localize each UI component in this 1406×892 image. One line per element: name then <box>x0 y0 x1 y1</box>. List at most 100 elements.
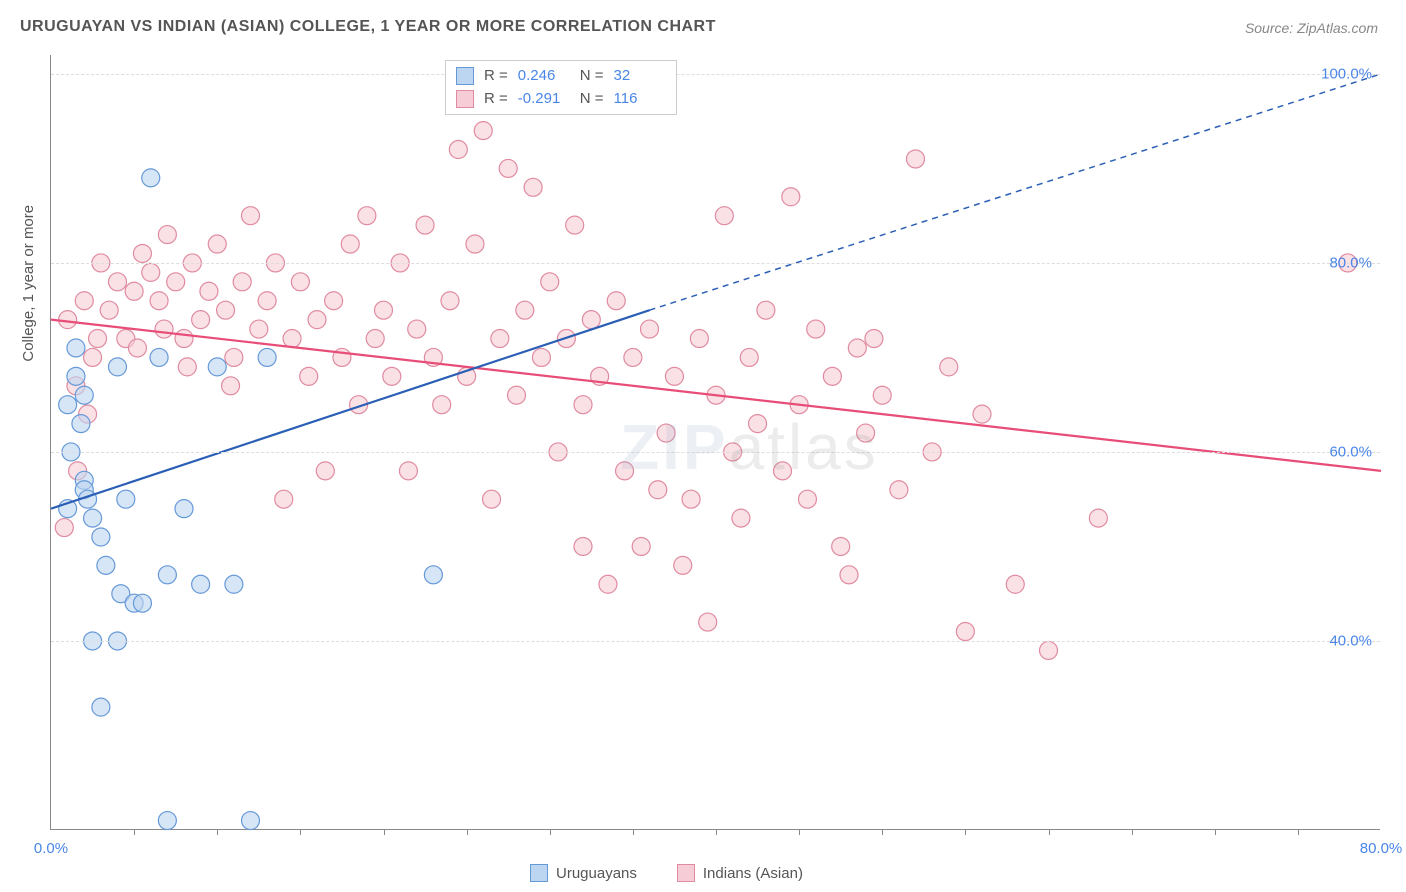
gridline-h <box>51 641 1380 642</box>
data-point <box>449 141 467 159</box>
data-point <box>283 330 301 348</box>
data-point <box>408 320 426 338</box>
data-point <box>1006 575 1024 593</box>
chart-title: URUGUAYAN VS INDIAN (ASIAN) COLLEGE, 1 Y… <box>20 18 716 36</box>
data-point <box>732 509 750 527</box>
data-point <box>55 519 73 537</box>
data-point <box>665 367 683 385</box>
data-point <box>167 273 185 291</box>
data-point <box>200 282 218 300</box>
swatch-indians <box>456 90 474 108</box>
data-point <box>208 358 226 376</box>
y-tick-label: 100.0% <box>1321 65 1372 82</box>
gridline-h <box>51 452 1380 453</box>
data-point <box>907 150 925 168</box>
x-subtick <box>550 829 551 835</box>
data-point <box>940 358 958 376</box>
data-point <box>117 490 135 508</box>
data-point <box>574 396 592 414</box>
x-tick-label: 0.0% <box>34 840 68 857</box>
x-subtick <box>633 829 634 835</box>
data-point <box>375 301 393 319</box>
x-subtick <box>217 829 218 835</box>
data-point <box>150 348 168 366</box>
data-point <box>84 348 102 366</box>
data-point <box>740 348 758 366</box>
data-point <box>865 330 883 348</box>
trend-line <box>51 320 1381 471</box>
data-point <box>491 330 509 348</box>
data-point <box>192 575 210 593</box>
data-point <box>616 462 634 480</box>
data-point <box>798 490 816 508</box>
data-point <box>242 812 260 830</box>
stats-legend-box: R = 0.246 N = 32 R = -0.291 N = 116 <box>445 60 677 115</box>
y-tick-label: 40.0% <box>1329 632 1372 649</box>
y-tick-label: 60.0% <box>1329 443 1372 460</box>
data-point <box>774 462 792 480</box>
data-point <box>133 244 151 262</box>
x-subtick <box>1298 829 1299 835</box>
data-point <box>474 122 492 140</box>
data-point <box>142 263 160 281</box>
data-point <box>499 159 517 177</box>
data-point <box>75 292 93 310</box>
data-point <box>72 415 90 433</box>
data-point <box>873 386 891 404</box>
data-point <box>67 367 85 385</box>
source-label: Source: ZipAtlas.com <box>1245 20 1378 36</box>
data-point <box>483 490 501 508</box>
data-point <box>508 386 526 404</box>
data-point <box>399 462 417 480</box>
data-point <box>84 509 102 527</box>
data-point <box>258 292 276 310</box>
data-point <box>823 367 841 385</box>
x-subtick <box>1215 829 1216 835</box>
data-point <box>383 367 401 385</box>
data-point <box>92 698 110 716</box>
n-label: N = <box>580 65 604 88</box>
data-point <box>956 623 974 641</box>
n-value-uruguayans: 32 <box>614 65 666 88</box>
data-point <box>75 386 93 404</box>
legend-label: Indians (Asian) <box>703 865 803 882</box>
data-point <box>308 311 326 329</box>
data-point <box>158 566 176 584</box>
data-point <box>97 556 115 574</box>
data-point <box>682 490 700 508</box>
data-point <box>175 500 193 518</box>
data-point <box>217 301 235 319</box>
data-point <box>1089 509 1107 527</box>
data-point <box>624 348 642 366</box>
y-axis-label: College, 1 year or more <box>20 205 37 362</box>
data-point <box>607 292 625 310</box>
gridline-h <box>51 74 1380 75</box>
data-point <box>782 188 800 206</box>
data-point <box>222 377 240 395</box>
data-point <box>848 339 866 357</box>
data-point <box>150 292 168 310</box>
data-point <box>275 490 293 508</box>
data-point <box>441 292 459 310</box>
data-point <box>433 396 451 414</box>
data-point <box>128 339 146 357</box>
data-point <box>133 594 151 612</box>
data-point <box>532 348 550 366</box>
data-point <box>316 462 334 480</box>
x-subtick <box>300 829 301 835</box>
data-point <box>225 575 243 593</box>
data-point <box>641 320 659 338</box>
x-subtick <box>384 829 385 835</box>
data-point <box>757 301 775 319</box>
x-subtick <box>1132 829 1133 835</box>
data-point <box>125 282 143 300</box>
chart-svg <box>51 55 351 205</box>
stats-row-indians: R = -0.291 N = 116 <box>456 88 666 111</box>
data-point <box>325 292 343 310</box>
swatch-uruguayans <box>456 67 474 85</box>
data-point <box>1040 641 1058 659</box>
data-point <box>358 207 376 225</box>
data-point <box>541 273 559 291</box>
x-subtick <box>134 829 135 835</box>
data-point <box>250 320 268 338</box>
